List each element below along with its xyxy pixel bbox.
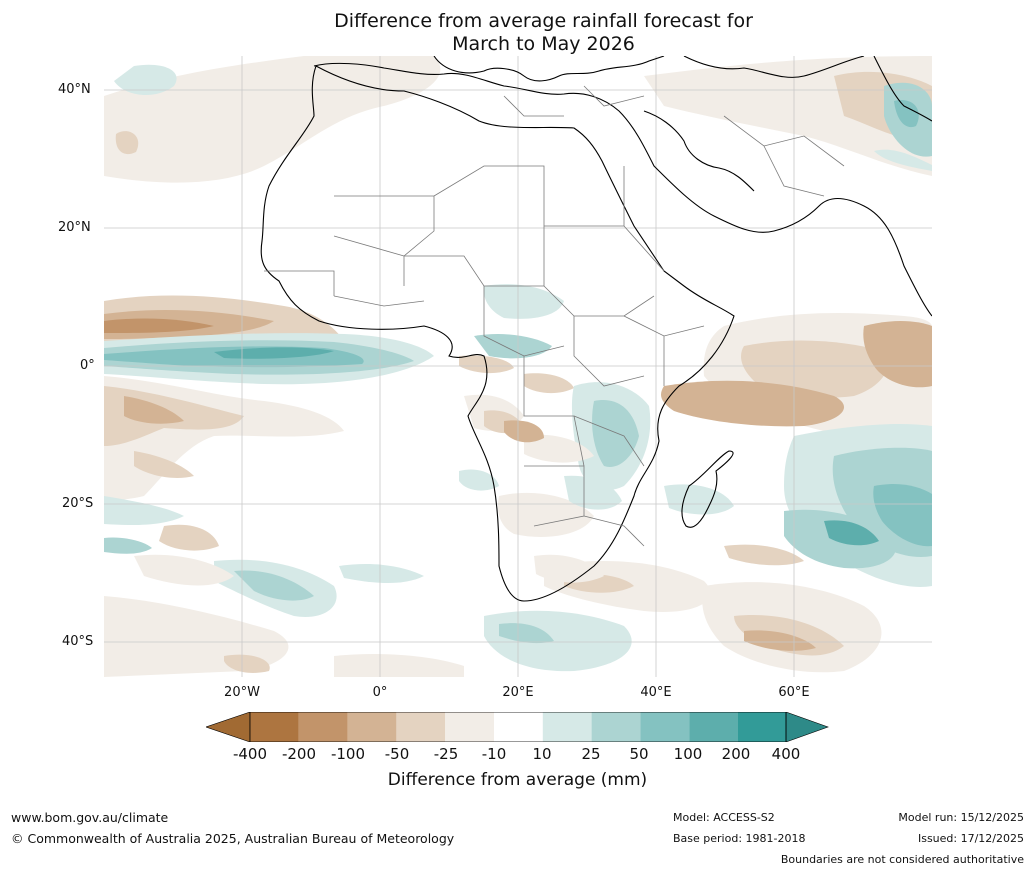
lon-label-0: 0° (372, 685, 388, 700)
legend-tick: 100 (673, 745, 703, 763)
lon-label-60e: 60°E (778, 685, 810, 700)
legend-tick: -100 (330, 745, 366, 763)
legend-tick: 10 (532, 745, 552, 763)
legend-swatch-low-extend (206, 712, 251, 742)
legend-swatch (298, 712, 348, 742)
lon-label-20w: 20°W (224, 685, 260, 700)
legend-title: Difference from average (mm) (387, 770, 648, 790)
legend-tick: -10 (481, 745, 507, 763)
map-canvas (104, 56, 932, 677)
chart-title: Difference from average rainfall forecas… (0, 10, 1035, 56)
legend-tick: 400 (771, 745, 801, 763)
legend-swatch (640, 712, 690, 742)
legend-tick: 50 (629, 745, 649, 763)
lon-label-20e: 20°E (502, 685, 534, 700)
legend-swatch (494, 712, 543, 742)
legend-swatch (689, 712, 738, 742)
footer-copyright: © Commonwealth of Australia 2025, Austra… (11, 831, 455, 846)
lat-label-40s: 40°S (62, 634, 94, 649)
legend-tick: -25 (433, 745, 459, 763)
lon-label-40e: 40°E (640, 685, 672, 700)
legend-swatch (542, 712, 592, 742)
country-borders (264, 85, 845, 547)
legend-tick: -400 (232, 745, 268, 763)
legend-tick: -200 (281, 745, 317, 763)
legend-swatch (250, 712, 299, 742)
lat-label-0: 0° (80, 358, 95, 373)
legend-colorbar (206, 712, 829, 742)
graticule (104, 56, 932, 677)
legend-swatch-high-extend (785, 712, 829, 742)
lat-label-20n: 20°N (58, 220, 91, 235)
legend-swatch (591, 712, 641, 742)
footer-model-run: Model run: 15/12/2025 (898, 811, 1024, 824)
legend-swatch (738, 712, 786, 742)
footer-website: www.bom.gov.au/climate (11, 810, 169, 825)
lat-label-20s: 20°S (62, 496, 94, 511)
legend-swatch (445, 712, 494, 742)
forecast-map (104, 56, 932, 677)
footer-disclaimer: Boundaries are not considered authoritat… (780, 853, 1024, 866)
legend-tick: 200 (721, 745, 751, 763)
footer-issued: Issued: 17/12/2025 (917, 832, 1024, 845)
footer-base-period: Base period: 1981-2018 (673, 832, 806, 845)
legend-tick: -50 (384, 745, 410, 763)
footer-model: Model: ACCESS-S2 (673, 811, 775, 824)
coastlines (260, 56, 932, 602)
lat-label-40n: 40°N (58, 82, 91, 97)
title-line-2: March to May 2026 (452, 33, 635, 55)
title-line-1: Difference from average rainfall forecas… (334, 10, 753, 32)
legend-swatch (347, 712, 397, 742)
legend-tick: 25 (581, 745, 601, 763)
legend-swatch (396, 712, 446, 742)
rainfall-anomaly-shading (104, 56, 932, 677)
